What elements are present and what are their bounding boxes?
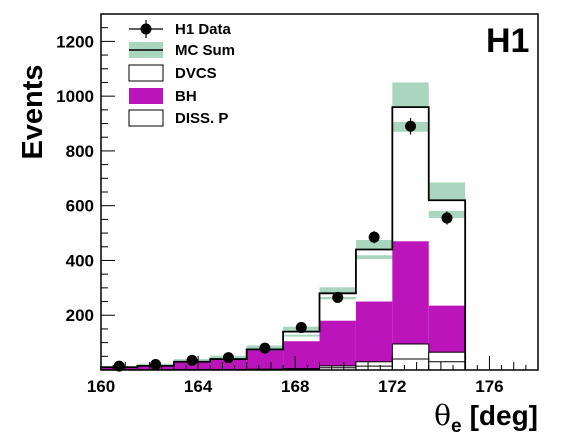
data-point [441, 212, 453, 224]
x-axis-title-subscript: e [451, 416, 462, 437]
y-tick-label: 1200 [56, 32, 94, 51]
data-point [113, 360, 125, 372]
plot-area [100, 82, 467, 372]
x-axis-title-unit: [deg] [470, 400, 538, 431]
x-axis-title-symbol: θ [434, 399, 451, 432]
legend-diss-p-swatch [128, 109, 164, 127]
x-tick-label: 168 [281, 377, 309, 396]
x-tick-label: 160 [87, 377, 115, 396]
data-point [259, 342, 271, 354]
y-axis-title: Events [17, 64, 49, 159]
mc-sum-fill-bin [392, 107, 429, 122]
data-point [150, 359, 162, 371]
bh-bar [319, 320, 356, 370]
data-point [222, 352, 234, 364]
legend: H1 Data MC Sum DVCS BH DISS. P [128, 20, 235, 127]
legend-h1-data-marker [140, 23, 152, 35]
y-tick-label: 600 [66, 197, 94, 216]
legend-label: DISS. P [175, 110, 228, 127]
mc-sum-fill-bin [283, 331, 320, 335]
y-tick-label: 800 [66, 142, 94, 161]
legend-label: BH [175, 88, 197, 105]
y-tick-label: 200 [66, 306, 94, 325]
axes: 160 164 168 172 176 200 400 600 800 1000 1200 [56, 13, 539, 396]
dvcs-bar [391, 343, 430, 371]
data-point [332, 291, 344, 303]
data-point [405, 120, 417, 132]
data-point [368, 231, 380, 243]
legend-label: MC Sum [175, 42, 235, 59]
x-tick-label: 172 [378, 377, 406, 396]
y-tick-label: 400 [66, 251, 94, 270]
bh-bar [246, 350, 284, 370]
x-tick-label: 176 [475, 377, 503, 396]
x-axis-title: θe [deg] [434, 399, 538, 437]
bh-bar [283, 341, 320, 370]
mc-sum-fill-bin [428, 200, 466, 211]
y-tick-label: 1000 [56, 87, 94, 106]
x-tick-label: 164 [184, 377, 213, 396]
legend-label: DVCS [175, 65, 217, 82]
bh-bar [355, 301, 393, 370]
legend-label: H1 Data [175, 21, 232, 38]
mc-sum-fill-bin [355, 249, 393, 256]
data-point [295, 322, 307, 334]
dvcs-bar [428, 351, 466, 371]
legend-dvcs-swatch [128, 64, 164, 82]
experiment-label: H1 [486, 22, 529, 60]
bh-bar [173, 362, 211, 370]
bh-bar [210, 359, 247, 370]
legend-bh-swatch [129, 88, 163, 104]
data-point [186, 354, 198, 366]
